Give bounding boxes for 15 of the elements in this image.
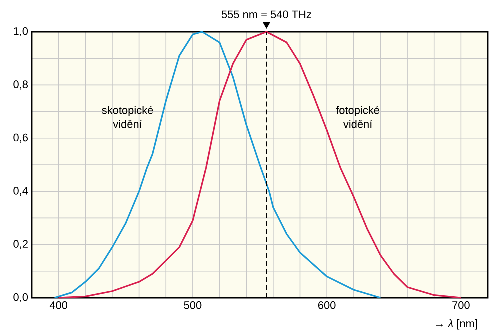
y-tick-label: 0,8 [14,80,28,90]
series-label: fotopické vidění [336,106,380,128]
y-tick-label: 0,2 [14,240,28,250]
y-tick-label: 0,4 [14,187,28,196]
x-tick-label: 700 [452,302,470,310]
x-tick-label: 600 [318,302,336,310]
x-axis-title: → λ [nm] [436,320,478,330]
y-tick-label: 0,6 [14,134,28,143]
line-series [54,31,382,299]
y-tick-label: 0,0 [14,293,28,303]
x-tick-label: 500 [184,302,202,310]
ref-line-label: 555 nm = 540 THz [222,10,312,18]
series-label: skotopické vidění [102,106,154,128]
x-tick-label: 400 [50,302,68,310]
y-tick-label: 1,0 [14,27,28,37]
